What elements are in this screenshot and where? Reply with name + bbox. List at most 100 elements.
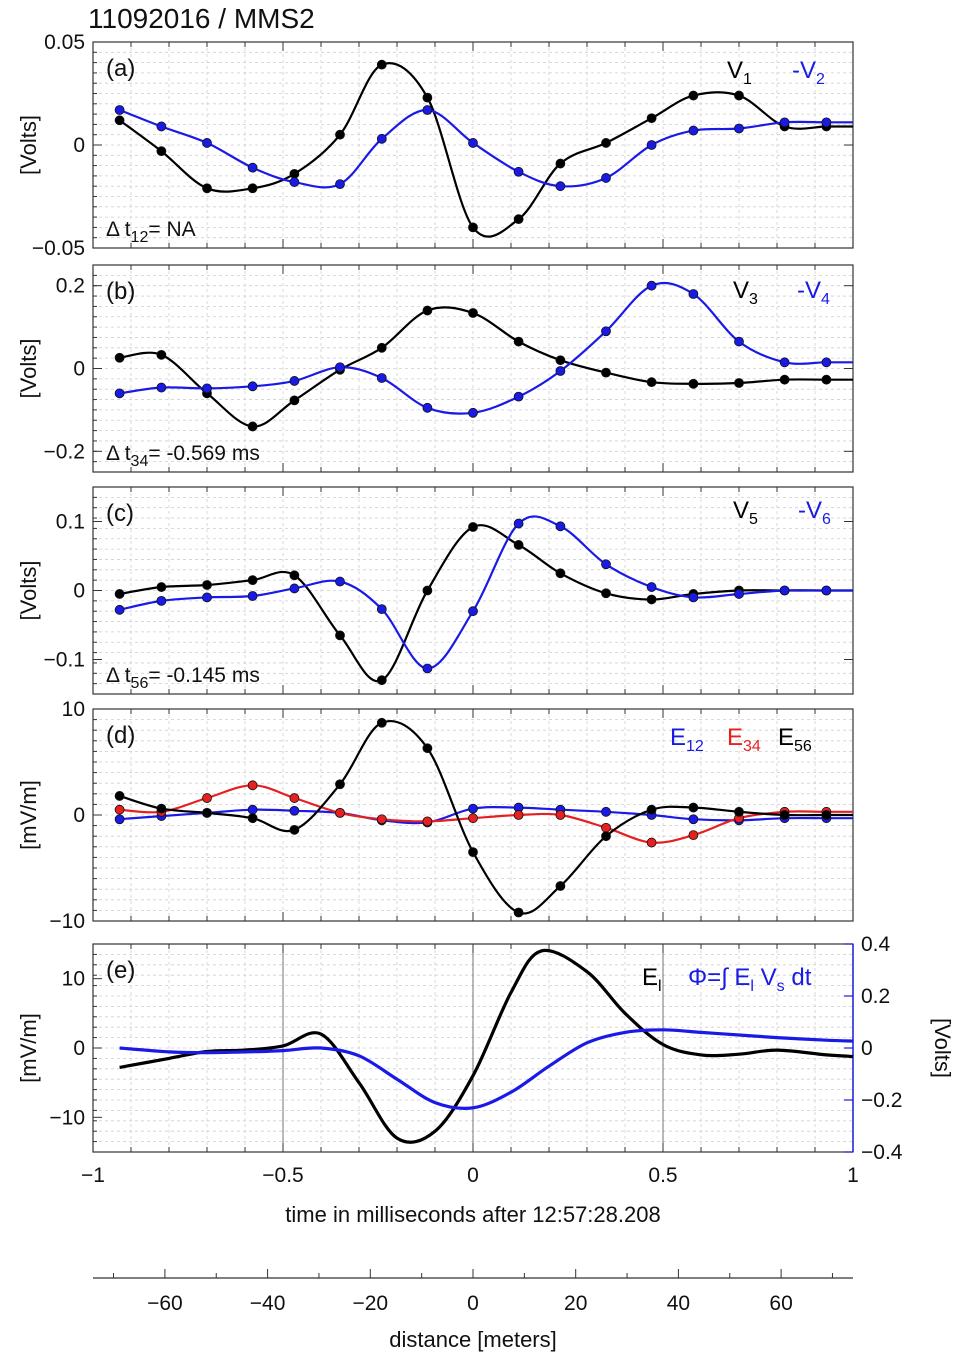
- data-point-E56: [601, 831, 611, 842]
- series-group: [114, 59, 853, 238]
- series-line-Phi: [119, 1028, 853, 1110]
- data-point--V6: [289, 583, 300, 594]
- series-group: [114, 515, 853, 686]
- data-point-E12: [289, 805, 300, 816]
- grid: [92, 487, 854, 694]
- data-point--V2: [734, 123, 744, 134]
- x-tick-label: 0: [467, 1164, 479, 1187]
- y2-tick-label: 0.4: [861, 933, 891, 956]
- legend-E56: E56: [778, 724, 812, 755]
- y-tick-label: 0.05: [44, 31, 85, 54]
- data-point-E34: [114, 804, 125, 815]
- data-point--V6: [779, 585, 790, 596]
- data-point-E56: [688, 802, 699, 813]
- y2-tick-label: −0.4: [861, 1141, 903, 1164]
- legend--V4: -V4: [797, 277, 830, 308]
- data-point-E12: [247, 804, 258, 815]
- delta-t-annotation: Δ t56= -0.145 ms: [106, 664, 260, 692]
- data-point--V6: [114, 604, 125, 615]
- data-point-V1: [422, 92, 433, 103]
- data-point-E34: [335, 807, 345, 818]
- data-point-V1: [376, 59, 387, 70]
- data-point-V1: [601, 138, 611, 148]
- data-point-V1: [555, 158, 566, 169]
- data-point-V3: [779, 374, 790, 385]
- y-axis-label: [Volts]: [16, 115, 41, 175]
- data-point-E56: [821, 810, 832, 820]
- legend--V6: -V6: [798, 497, 831, 528]
- data-point-V3: [289, 395, 300, 406]
- data-point-E34: [468, 813, 478, 824]
- panel-label: (b): [106, 278, 135, 305]
- data-point-E12: [688, 814, 699, 825]
- data-point-E34: [202, 793, 212, 803]
- data-point-V1: [646, 113, 657, 124]
- data-point-V3: [646, 377, 657, 388]
- data-point-E56: [289, 824, 300, 835]
- distance-axis-label: distance [meters]: [389, 1327, 557, 1352]
- data-point--V6: [688, 592, 699, 603]
- data-point-E34: [513, 810, 524, 820]
- data-point--V6: [376, 604, 387, 615]
- series-line-E34: [119, 784, 853, 844]
- data-point-V1: [734, 90, 744, 101]
- y-tick-label: 0.1: [56, 511, 85, 534]
- data-point--V6: [422, 663, 433, 674]
- delta-t-annotation: Δ t34= -0.569 ms: [106, 442, 260, 470]
- data-point--V2: [335, 179, 345, 190]
- data-point--V6: [821, 585, 832, 596]
- data-point-V3: [601, 367, 611, 378]
- data-point--V4: [779, 357, 790, 368]
- y-tick-label: 0: [73, 358, 85, 381]
- series-line--V2: [119, 108, 853, 189]
- panel-label: (d): [106, 722, 135, 749]
- data-point-V1: [468, 222, 478, 233]
- x-tick-label: −0.5: [262, 1164, 303, 1187]
- data-point-E34: [376, 814, 387, 825]
- x-tick-label: −1: [81, 1164, 105, 1187]
- data-point-E56: [376, 717, 387, 728]
- data-point-E56: [779, 810, 790, 820]
- data-point-V3: [422, 305, 433, 316]
- y2-axis-label: [Volts]: [930, 1018, 955, 1078]
- data-point--V2: [247, 162, 258, 173]
- data-point-V3: [247, 421, 258, 432]
- data-point-V5: [247, 575, 258, 586]
- data-point--V6: [601, 559, 611, 570]
- data-point-E56: [555, 881, 566, 891]
- data-point--V2: [646, 140, 657, 150]
- y2-tick-label: 0.2: [861, 985, 890, 1008]
- data-point-V5: [335, 630, 345, 641]
- data-point--V4: [601, 326, 611, 337]
- data-point-V5: [156, 582, 167, 592]
- data-point--V2: [289, 177, 300, 187]
- data-point--V4: [156, 382, 167, 393]
- data-point-V5: [468, 522, 478, 532]
- data-point-E56: [114, 791, 125, 801]
- data-point-E34: [422, 816, 433, 827]
- data-point-V3: [734, 378, 744, 388]
- data-point-E56: [202, 807, 212, 818]
- grid: [92, 265, 854, 472]
- data-point-V5: [646, 594, 657, 605]
- series-line-V5: [119, 524, 853, 683]
- y-tick-label: 0: [73, 134, 85, 157]
- distance-tick-label: 60: [769, 1292, 792, 1315]
- y2-tick-label: 0: [861, 1037, 873, 1060]
- data-point-E56: [247, 813, 258, 824]
- y-tick-label: −0.1: [44, 649, 85, 672]
- data-point-E56: [335, 779, 345, 790]
- y-axis-label: [Volts]: [16, 339, 41, 399]
- y-tick-label: −0.05: [32, 237, 85, 260]
- data-point--V4: [688, 289, 699, 299]
- data-point--V4: [247, 381, 258, 392]
- y-tick-label: 10: [62, 968, 85, 991]
- data-point--V2: [513, 166, 524, 177]
- data-point-V5: [202, 580, 212, 590]
- data-point--V2: [376, 133, 387, 144]
- distance-tick-label: −20: [352, 1292, 388, 1315]
- data-point-V1: [247, 183, 258, 194]
- y-tick-label: 0: [73, 804, 85, 827]
